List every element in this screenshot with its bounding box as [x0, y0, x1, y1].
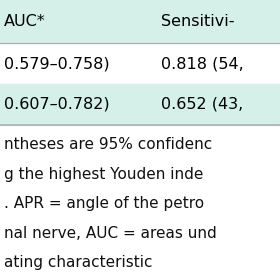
- Bar: [0, 0, 280, 43]
- Text: 0.579–0.758): 0.579–0.758): [4, 56, 110, 71]
- Bar: [0, 84, 280, 125]
- Bar: [0, 43, 280, 84]
- Text: AUC*: AUC*: [4, 14, 46, 29]
- Text: Sensitivi-: Sensitivi-: [161, 14, 235, 29]
- Text: 0.607–0.782): 0.607–0.782): [4, 97, 110, 112]
- Text: ating characteristic: ating characteristic: [4, 255, 153, 270]
- Text: . APR = angle of the petro: . APR = angle of the petro: [4, 196, 204, 211]
- Text: ntheses are 95% confidenc: ntheses are 95% confidenc: [4, 137, 213, 152]
- Text: 0.652 (43,: 0.652 (43,: [161, 97, 243, 112]
- Text: nal nerve, AUC = areas und: nal nerve, AUC = areas und: [4, 225, 217, 241]
- Text: 0.818 (54,: 0.818 (54,: [161, 56, 244, 71]
- Text: g the highest Youden inde: g the highest Youden inde: [4, 167, 204, 182]
